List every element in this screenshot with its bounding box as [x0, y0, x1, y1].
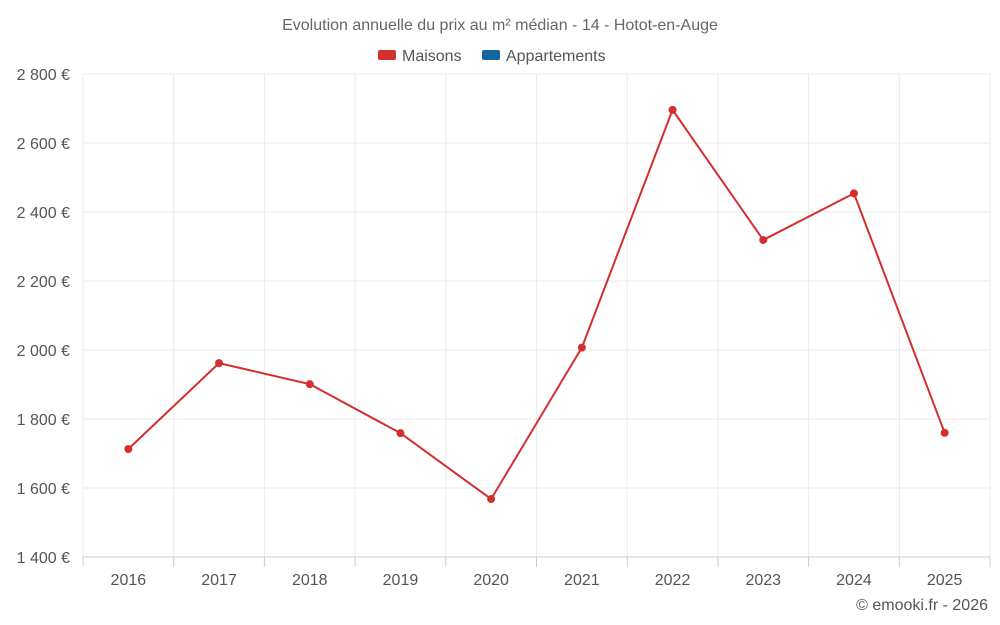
x-tick-label: 2021	[564, 572, 600, 589]
y-tick-label: 2 400 €	[17, 205, 70, 222]
x-tick-label: 2019	[383, 572, 419, 589]
data-point-maisons-2016[interactable]	[124, 445, 133, 454]
x-tick-label: 2024	[836, 572, 872, 589]
y-tick-label: 2 600 €	[17, 136, 70, 153]
y-axis-ticks: 1 400 € 1 600 € 1 800 € 2 000 € 2 200 € 2 400…	[17, 67, 70, 567]
x-tick-label: 2020	[473, 572, 509, 589]
data-point-maisons-2024[interactable]	[849, 189, 858, 198]
x-tick-label: 2023	[745, 572, 781, 589]
legend-label-maisons: Maisons	[402, 48, 462, 65]
data-point-maisons-2023[interactable]	[759, 235, 768, 244]
data-point-maisons-2019[interactable]	[396, 429, 405, 438]
y-tick-label: 1 600 €	[17, 481, 70, 498]
x-tick-label: 2017	[201, 572, 237, 589]
y-tick-label: 2 200 €	[17, 274, 70, 291]
x-tick-label: 2022	[655, 572, 691, 589]
x-axis-ticks: 2016 2017 2018 2019 2020 2021 2022 2023 2024 2025	[82, 557, 991, 589]
y-tick-label: 2 800 €	[17, 67, 70, 84]
legend-item-maisons[interactable]: Maisons	[378, 48, 462, 65]
data-point-maisons-2018[interactable]	[305, 380, 314, 389]
y-tick-label: 1 400 €	[17, 550, 70, 567]
credit-text: © emooki.fr - 2026	[856, 597, 988, 614]
legend: Maisons Appartements	[378, 48, 606, 65]
x-tick-label: 2018	[292, 572, 328, 589]
x-tick-label: 2016	[111, 572, 147, 589]
x-tick-label: 2025	[927, 572, 963, 589]
legend-swatch-appartements	[482, 50, 500, 60]
chart-title: Evolution annuelle du prix au m² médian …	[282, 17, 718, 34]
data-point-maisons-2020[interactable]	[487, 495, 496, 504]
legend-swatch-maisons	[378, 50, 396, 60]
data-point-maisons-2025[interactable]	[940, 428, 949, 437]
data-point-maisons-2021[interactable]	[577, 343, 586, 352]
y-tick-label: 2 000 €	[17, 343, 70, 360]
data-point-maisons-2022[interactable]	[668, 105, 677, 114]
legend-item-appartements[interactable]: Appartements	[482, 48, 606, 65]
data-point-maisons-2017[interactable]	[215, 359, 224, 368]
series-line-maisons	[127, 108, 946, 501]
legend-label-appartements: Appartements	[506, 48, 606, 65]
y-tick-label: 1 800 €	[17, 412, 70, 429]
series-maisons	[124, 105, 949, 504]
x-gridlines	[82, 74, 991, 557]
